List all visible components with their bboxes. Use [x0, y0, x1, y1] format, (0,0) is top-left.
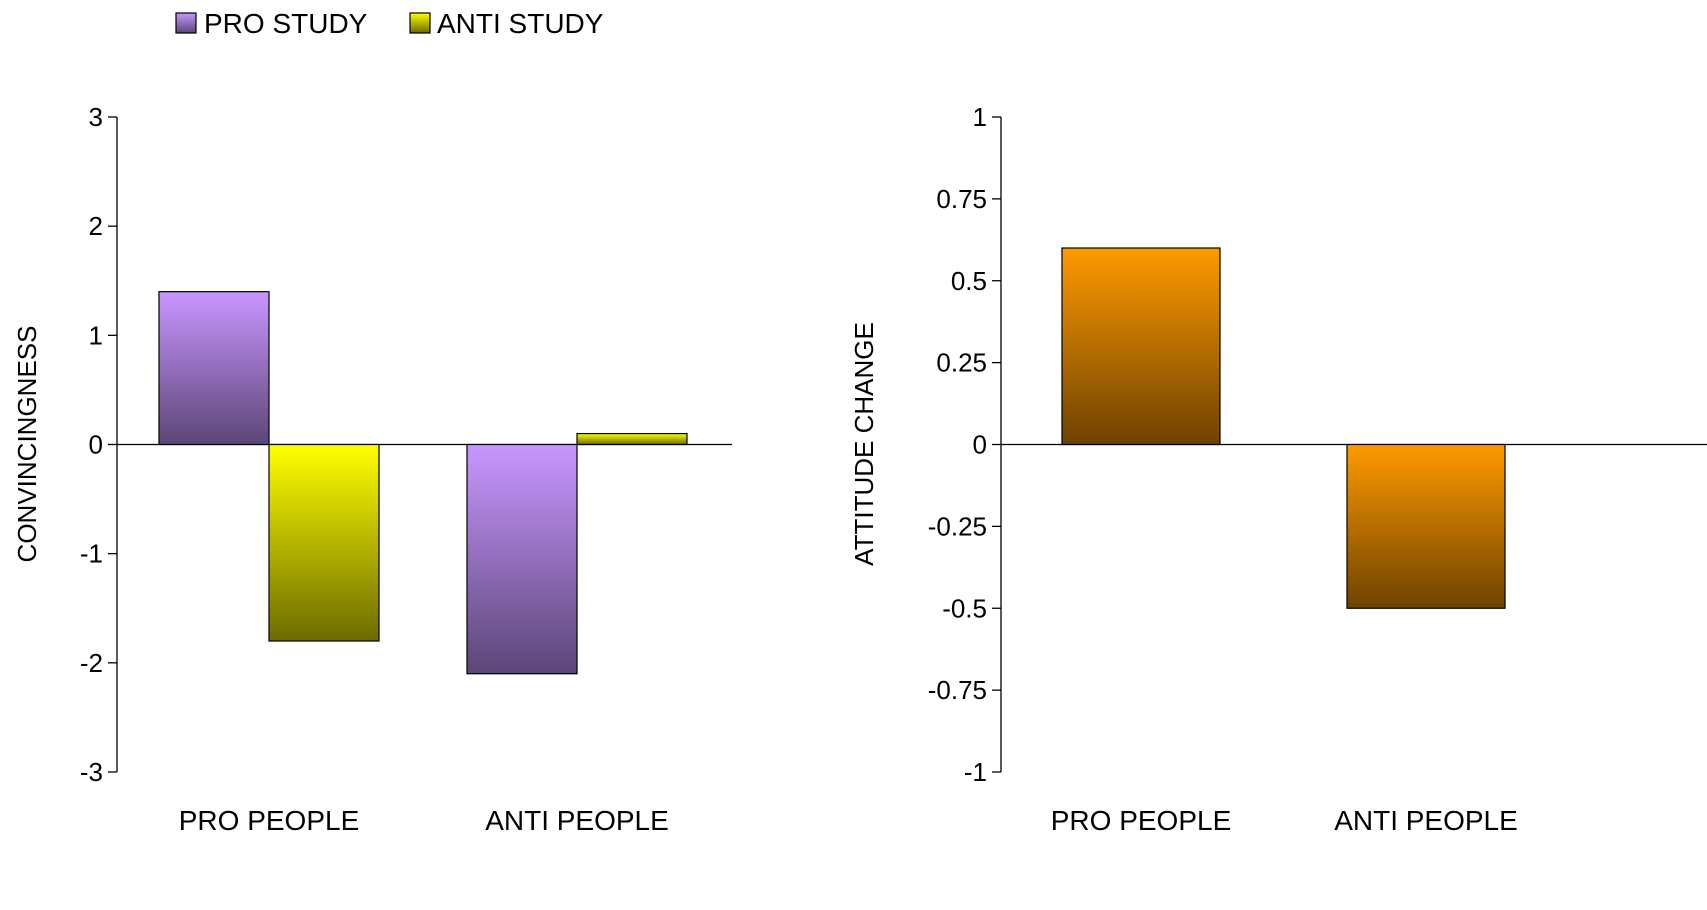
category-label-pro-people: PRO PEOPLE [1051, 805, 1232, 836]
category-label-anti-people: ANTI PEOPLE [485, 805, 669, 836]
bar-pro-study-anti-people [466, 443, 578, 675]
bar-attitude-change-anti-people [1346, 443, 1506, 609]
legend-swatch-anti-study [409, 12, 431, 34]
legend-swatch-pro-study [175, 12, 197, 34]
y-tick-label: 3 [89, 102, 103, 132]
y-tick-label: 0.5 [951, 266, 987, 296]
y-tick-label: 0 [89, 430, 103, 460]
y-tick-label: 2 [89, 211, 103, 241]
y-tick-label: -1 [964, 757, 987, 787]
convincingness-chart: CONVINCINGNESS 3 2 1 0 -1 -2 -3 PRO PEOPLE ANT… [12, 102, 732, 836]
category-label-anti-people: ANTI PEOPLE [1334, 805, 1518, 836]
y-axis-title-convincingness: CONVINCINGNESS [12, 326, 42, 563]
bar-anti-study-pro-people [268, 443, 380, 642]
y-tick-label: -0.25 [928, 511, 987, 541]
attitude-change-chart: ATTITUDE CHANGE 1 0.75 0.5 0.25 0 -0.25 -0.5 -0… [849, 102, 1707, 836]
bar-attitude-change-pro-people [1061, 247, 1221, 446]
y-tick-label: 0.75 [936, 184, 987, 214]
y-tick-label: 1 [973, 102, 987, 132]
bar-anti-study-anti-people [576, 432, 688, 446]
bar-pro-study-pro-people [158, 291, 270, 446]
legend: PRO STUDY ANTI STUDY [175, 8, 604, 39]
y-tick-label: -0.5 [942, 593, 987, 623]
y-tick-label: -0.75 [928, 675, 987, 705]
category-label-pro-people: PRO PEOPLE [179, 805, 360, 836]
y-tick-label: -2 [80, 648, 103, 678]
legend-label-anti-study: ANTI STUDY [437, 8, 604, 39]
y-tick-label: 1 [89, 320, 103, 350]
y-tick-label: -3 [80, 757, 103, 787]
y-axis-title-attitude-change: ATTITUDE CHANGE [849, 322, 879, 566]
y-tick-label: 0 [973, 430, 987, 460]
legend-label-pro-study: PRO STUDY [204, 8, 368, 39]
y-tick-label: -1 [80, 539, 103, 569]
y-tick-label: 0.25 [936, 348, 987, 378]
